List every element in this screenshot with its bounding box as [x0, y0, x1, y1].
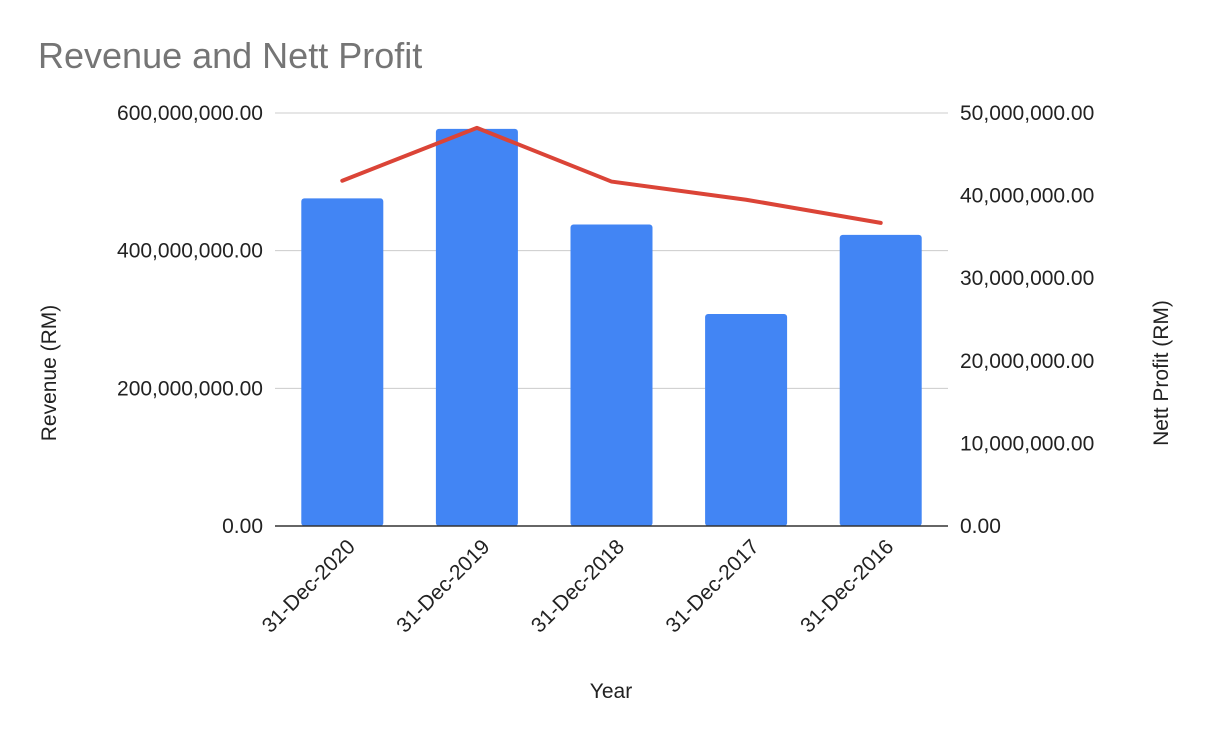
x-tick-label: 31-Dec-2019 [392, 535, 494, 637]
y2-tick-label: 30,000,000.00 [960, 267, 1094, 290]
x-axis-title: Year [590, 680, 632, 703]
revenue-bar [570, 224, 653, 526]
y2-tick-label: 20,000,000.00 [960, 350, 1094, 373]
y-tick-label: 200,000,000.00 [117, 377, 263, 400]
y2-axis-title: Nett Profit (RM) [1150, 300, 1173, 446]
x-axis-ticks: 31-Dec-2020 31-Dec-2019 31-Dec-2018 31-Dec-… [258, 535, 899, 637]
nett-profit-line [340, 125, 883, 225]
y-tick-label: 600,000,000.00 [117, 102, 263, 125]
revenue-bar [435, 128, 518, 526]
chart-title: Revenue and Nett Profit [38, 35, 422, 76]
left-axis-ticks: 0.00 200,000,000.00 400,000,000.00 600,000,… [117, 102, 263, 538]
x-tick-label: 31-Dec-2017 [662, 535, 764, 637]
x-tick-label: 31-Dec-2018 [527, 535, 629, 637]
y2-tick-label: 0.00 [960, 515, 1001, 538]
y-axis-title: Revenue (RM) [38, 305, 61, 442]
nett-profit-series [340, 125, 883, 225]
x-tick-label: 31-Dec-2020 [258, 535, 360, 637]
revenue-bars [301, 128, 922, 526]
y-tick-label: 0.00 [222, 515, 263, 538]
y2-tick-label: 10,000,000.00 [960, 432, 1094, 455]
y2-tick-label: 40,000,000.00 [960, 185, 1094, 208]
revenue-bar [839, 234, 922, 526]
revenue-bar [705, 313, 788, 526]
y2-tick-label: 50,000,000.00 [960, 102, 1094, 125]
revenue-bar [301, 198, 384, 526]
x-tick-label: 31-Dec-2016 [796, 535, 898, 637]
y-tick-label: 400,000,000.00 [117, 240, 263, 263]
right-axis-ticks: 0.00 10,000,000.00 20,000,000.00 30,000,000… [960, 102, 1094, 538]
